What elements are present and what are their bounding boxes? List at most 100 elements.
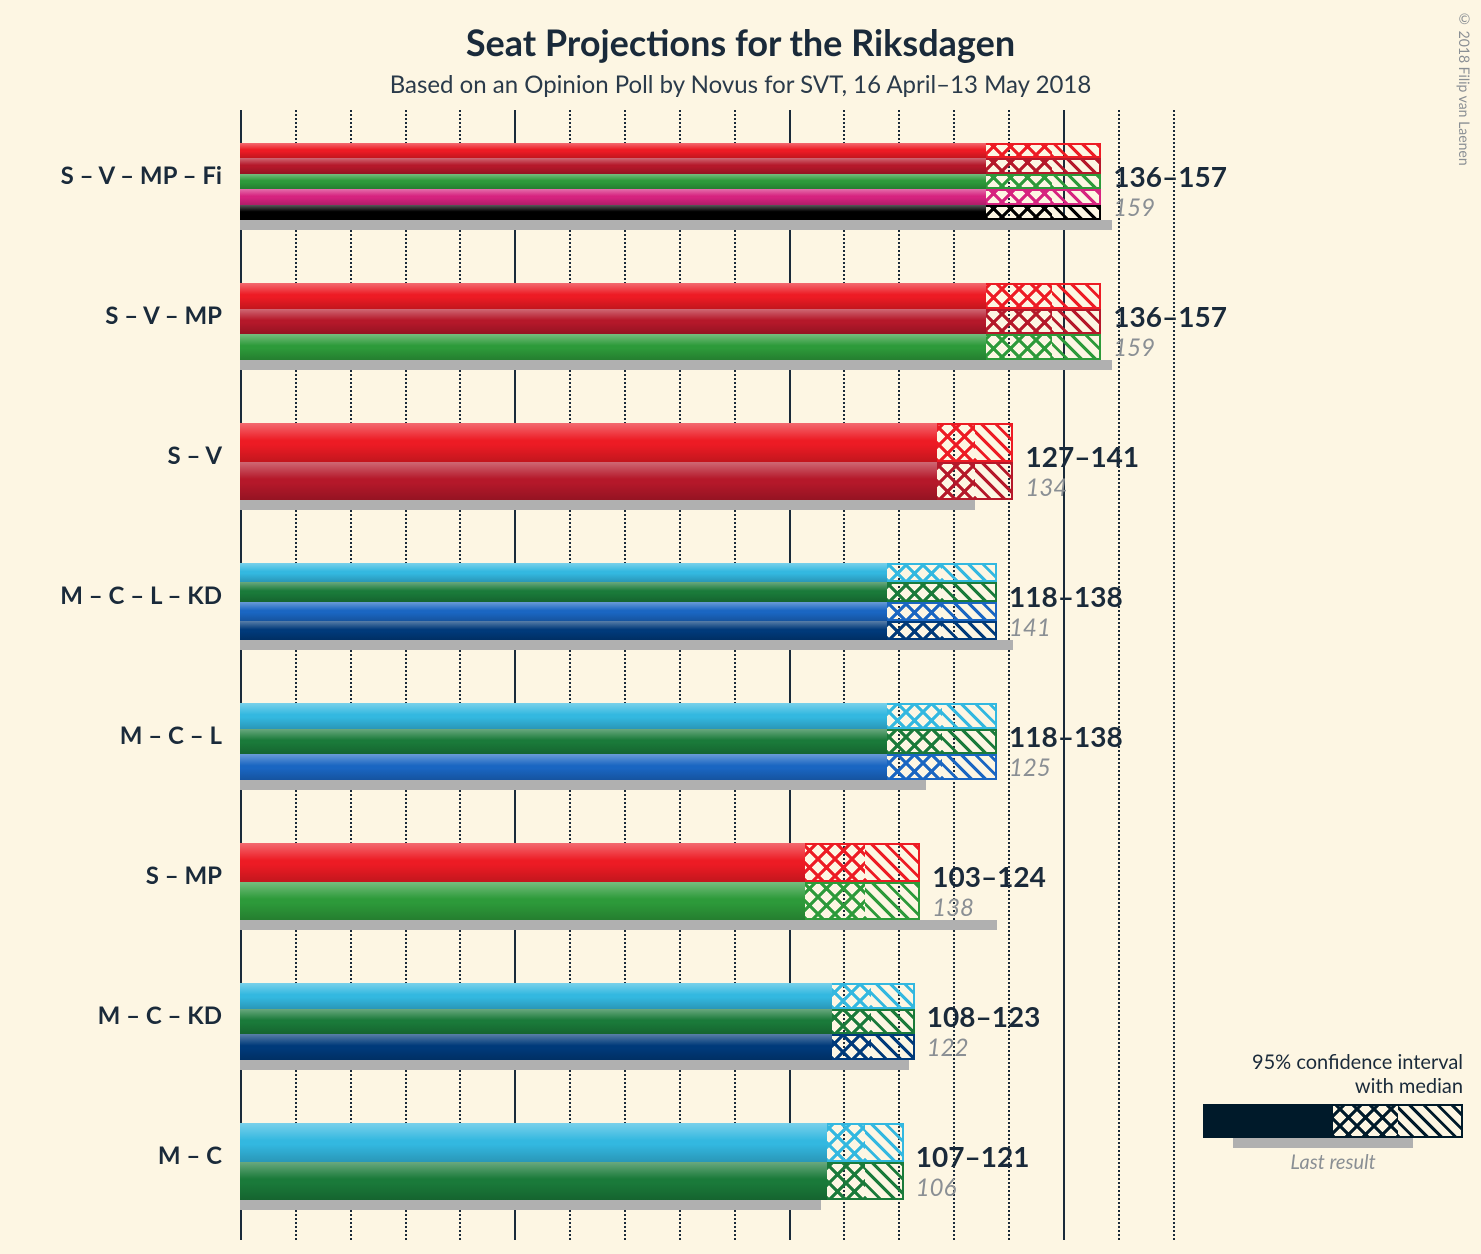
coalition-label: M – C bbox=[158, 1141, 240, 1170]
bar-crosshatch bbox=[986, 189, 1052, 204]
bar-diagonal bbox=[942, 563, 997, 582]
bar-solid bbox=[240, 1009, 832, 1035]
bar-diagonal bbox=[871, 1034, 915, 1060]
bar-diagonal bbox=[975, 423, 1013, 462]
value-last: 122 bbox=[927, 1033, 1041, 1062]
bar-solid bbox=[240, 1034, 832, 1060]
bar-crosshatch bbox=[887, 563, 942, 582]
bar-solid bbox=[240, 703, 887, 729]
coalition-row: M – C107–121106 bbox=[240, 1090, 1200, 1230]
bar-crosshatch bbox=[887, 703, 942, 729]
bar-crosshatch bbox=[887, 754, 942, 780]
bar-group bbox=[240, 143, 1101, 220]
coalition-row: S – V – MP136–157159 bbox=[240, 250, 1200, 390]
value-range: 107–121 bbox=[916, 1139, 1030, 1173]
bar-solid bbox=[240, 621, 887, 640]
bar-diagonal bbox=[1052, 158, 1101, 173]
bar-diagonal bbox=[1052, 189, 1101, 204]
bar-solid bbox=[240, 158, 986, 173]
last-result-bar bbox=[240, 360, 1112, 370]
bar-diagonal bbox=[871, 1009, 915, 1035]
bar-solid bbox=[240, 309, 986, 335]
value-last: 106 bbox=[916, 1173, 1030, 1202]
bar-diagonal bbox=[1052, 334, 1101, 360]
coalition-label: S – MP bbox=[146, 861, 240, 890]
legend-line-2: with median bbox=[1203, 1074, 1463, 1098]
coalition-label: S – V – MP – Fi bbox=[61, 161, 240, 190]
bar-solid bbox=[240, 423, 937, 462]
value-range: 108–123 bbox=[927, 999, 1041, 1033]
bar-solid bbox=[240, 205, 986, 220]
value-label: 136–157159 bbox=[1113, 299, 1227, 362]
bar-crosshatch bbox=[887, 602, 942, 621]
bar-diagonal bbox=[1052, 205, 1101, 220]
value-label: 136–157159 bbox=[1113, 159, 1227, 222]
value-range: 118–138 bbox=[1009, 719, 1123, 753]
bar-crosshatch bbox=[986, 283, 1052, 309]
bar-crosshatch bbox=[937, 423, 975, 462]
bar-solid bbox=[240, 602, 887, 621]
bar-crosshatch bbox=[827, 1162, 865, 1201]
bar-crosshatch bbox=[986, 334, 1052, 360]
coalition-label: M – C – L bbox=[120, 721, 240, 750]
bar-diagonal bbox=[865, 1123, 903, 1162]
bar-solid bbox=[240, 582, 887, 601]
value-last: 141 bbox=[1009, 613, 1123, 642]
last-result-bar bbox=[240, 1060, 909, 1070]
bar-crosshatch bbox=[832, 983, 870, 1009]
value-last: 138 bbox=[932, 893, 1046, 922]
chart-title: Seat Projections for the Riksdagen bbox=[0, 0, 1481, 64]
bar-crosshatch bbox=[832, 1034, 870, 1060]
value-last: 134 bbox=[1025, 473, 1139, 502]
bar-group bbox=[240, 563, 997, 640]
bar-diagonal bbox=[942, 754, 997, 780]
bar-solid bbox=[240, 283, 986, 309]
value-label: 108–123122 bbox=[927, 999, 1041, 1062]
coalition-label: M – C – KD bbox=[98, 1001, 240, 1030]
value-range: 136–157 bbox=[1113, 299, 1227, 333]
coalition-row: S – V127–141134 bbox=[240, 390, 1200, 530]
bar-solid bbox=[240, 1162, 827, 1201]
coalition-row: S – V – MP – Fi136–157159 bbox=[240, 110, 1200, 250]
bar-crosshatch bbox=[937, 462, 975, 501]
bar-solid bbox=[240, 754, 887, 780]
value-range: 127–141 bbox=[1025, 439, 1139, 473]
last-result-bar bbox=[240, 500, 975, 510]
last-result-bar bbox=[240, 920, 997, 930]
last-result-bar bbox=[240, 780, 926, 790]
last-result-bar bbox=[240, 640, 1013, 650]
bar-diagonal bbox=[1052, 283, 1101, 309]
bar-diagonal bbox=[975, 462, 1013, 501]
value-label: 107–121106 bbox=[916, 1139, 1030, 1202]
bar-solid bbox=[240, 983, 832, 1009]
coalition-row: M – C – L118–138125 bbox=[240, 670, 1200, 810]
bar-diagonal bbox=[942, 703, 997, 729]
legend-last-result-bar bbox=[1233, 1138, 1413, 1148]
bar-diagonal bbox=[865, 1162, 903, 1201]
bar-crosshatch bbox=[986, 158, 1052, 173]
bar-diagonal bbox=[871, 983, 915, 1009]
bar-crosshatch bbox=[827, 1123, 865, 1162]
value-range: 118–138 bbox=[1009, 579, 1123, 613]
bar-diagonal bbox=[942, 621, 997, 640]
bar-solid bbox=[240, 729, 887, 755]
bar-crosshatch bbox=[887, 621, 942, 640]
coalition-row: M – C – L – KD118–138141 bbox=[240, 530, 1200, 670]
bar-crosshatch bbox=[986, 205, 1052, 220]
value-label: 127–141134 bbox=[1025, 439, 1139, 502]
bar-solid bbox=[240, 563, 887, 582]
value-label: 103–124138 bbox=[932, 859, 1046, 922]
bar-solid bbox=[240, 462, 937, 501]
bar-crosshatch bbox=[832, 1009, 870, 1035]
bar-group bbox=[240, 983, 915, 1060]
bar-solid bbox=[240, 882, 805, 921]
bar-diagonal bbox=[1052, 309, 1101, 335]
value-last: 159 bbox=[1113, 193, 1227, 222]
bar-crosshatch bbox=[986, 143, 1052, 158]
legend-bar bbox=[1203, 1104, 1463, 1138]
bar-diagonal bbox=[865, 882, 920, 921]
coalition-label: S – V – MP bbox=[105, 301, 240, 330]
bar-crosshatch bbox=[986, 309, 1052, 335]
coalition-label: S – V bbox=[167, 441, 240, 470]
bar-solid bbox=[240, 174, 986, 189]
